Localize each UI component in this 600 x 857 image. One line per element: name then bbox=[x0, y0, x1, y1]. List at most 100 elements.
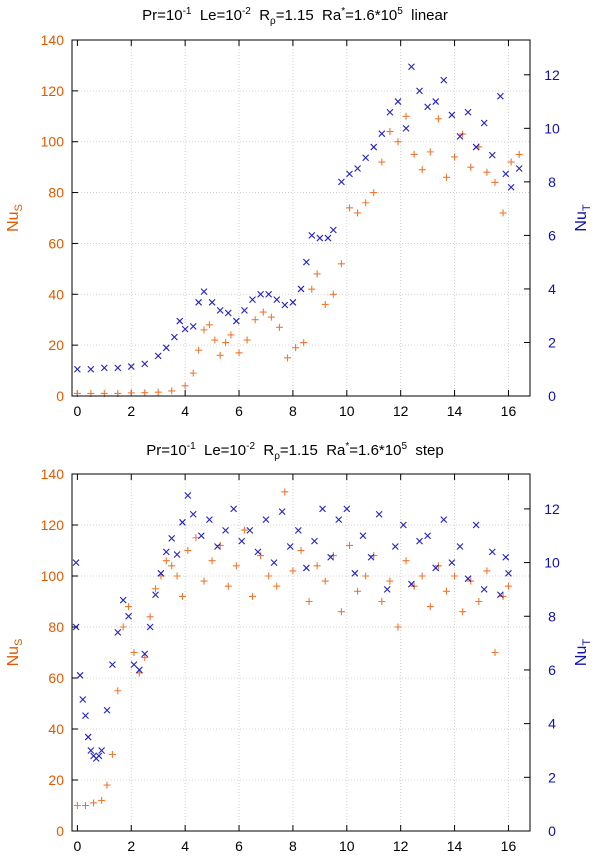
data-point-nut bbox=[432, 564, 440, 572]
data-point-nut bbox=[130, 661, 138, 668]
data-point-nut bbox=[114, 628, 122, 636]
data-point-nut bbox=[109, 661, 116, 668]
data-point-nut bbox=[72, 559, 80, 566]
data-point-nus bbox=[321, 300, 329, 308]
data-point-nus bbox=[162, 557, 170, 565]
data-point-nus bbox=[267, 313, 275, 321]
data-point-nus bbox=[418, 572, 426, 580]
data-point-nut bbox=[375, 510, 383, 518]
y-right-tick-label: 0 bbox=[548, 388, 556, 404]
data-point-nut bbox=[262, 516, 270, 524]
y-right-tick-label: 6 bbox=[548, 227, 556, 243]
data-point-nut bbox=[386, 108, 394, 116]
data-point-nut bbox=[416, 537, 423, 545]
x-tick-label: 12 bbox=[393, 838, 409, 854]
x-tick-label: 0 bbox=[73, 838, 81, 854]
data-point-nus bbox=[141, 654, 149, 662]
data-point-nus bbox=[442, 587, 450, 595]
data-point-nut bbox=[399, 521, 407, 529]
data-point-nut bbox=[170, 333, 178, 341]
plot-frame bbox=[71, 473, 531, 832]
data-point-nus bbox=[216, 541, 224, 549]
data-point-nut bbox=[176, 317, 184, 325]
data-point-nus bbox=[181, 382, 189, 390]
y-left-tick-label: 80 bbox=[48, 619, 64, 635]
data-point-nus bbox=[300, 339, 308, 347]
data-point-nus bbox=[195, 346, 203, 354]
data-point-nut bbox=[87, 747, 95, 754]
data-point-nut bbox=[73, 365, 81, 373]
data-point-nus bbox=[467, 163, 475, 171]
data-point-nut bbox=[208, 298, 216, 306]
y-right-axis-label: NuT bbox=[573, 639, 593, 666]
data-point-nut bbox=[224, 309, 232, 317]
data-point-nut bbox=[432, 98, 440, 105]
data-point-nut bbox=[502, 553, 510, 561]
data-point-nus bbox=[345, 541, 353, 549]
data-point-nut bbox=[338, 178, 345, 186]
data-point-nut bbox=[464, 108, 472, 116]
y-left-tick-label: 60 bbox=[48, 235, 64, 251]
plot-frame bbox=[71, 39, 531, 397]
data-point-nus bbox=[119, 623, 127, 631]
y-left-tick-label: 40 bbox=[48, 286, 64, 302]
data-point-nus bbox=[103, 781, 111, 789]
data-point-nut bbox=[135, 666, 143, 674]
data-point-nut bbox=[197, 532, 205, 540]
bottom-chart: Pr=10-1 Le=10-2 Rρ=1.15 Ra*=1.6*105 step… bbox=[5, 441, 593, 854]
data-point-nus bbox=[362, 199, 370, 207]
data-point-nus bbox=[73, 802, 81, 809]
data-point-nus bbox=[394, 138, 402, 146]
data-point-nut bbox=[206, 516, 213, 524]
data-point-nut bbox=[416, 87, 423, 95]
series-nus bbox=[73, 112, 523, 397]
data-point-nut bbox=[472, 143, 480, 151]
data-point-nus bbox=[418, 166, 426, 174]
data-point-nut bbox=[311, 537, 318, 545]
data-point-nut bbox=[100, 364, 108, 372]
x-tick-label: 4 bbox=[181, 403, 189, 419]
y-right-tick-label: 10 bbox=[544, 555, 560, 571]
chart-title: Pr=10-1 Le=10-2 Rρ=1.15 Ra*=1.6*105 step bbox=[146, 441, 443, 462]
data-point-nut bbox=[496, 591, 504, 599]
data-point-nus bbox=[284, 354, 292, 362]
data-point-nut bbox=[359, 532, 367, 540]
x-tick-label: 12 bbox=[393, 403, 409, 419]
data-point-nus bbox=[108, 751, 116, 758]
data-point-nut bbox=[79, 696, 87, 703]
y-left-tick-label: 40 bbox=[48, 721, 64, 737]
x-tick-label: 2 bbox=[127, 838, 135, 854]
data-point-nut bbox=[505, 569, 512, 577]
data-point-nus bbox=[168, 562, 176, 570]
data-point-nus bbox=[491, 649, 499, 656]
data-point-nut bbox=[141, 650, 149, 658]
data-point-nus bbox=[459, 608, 467, 616]
data-point-nut bbox=[488, 151, 496, 159]
data-point-nus bbox=[499, 592, 507, 600]
data-point-nus bbox=[329, 290, 337, 298]
chart-title: Pr=10-1 Le=10-2 Rρ=1.15 Ra*=1.6*105 line… bbox=[142, 6, 448, 27]
data-point-nut bbox=[402, 124, 410, 132]
y-right-tick-label: 2 bbox=[548, 334, 556, 350]
data-point-nut bbox=[257, 290, 264, 298]
data-point-nus bbox=[251, 316, 259, 324]
y-right-tick-label: 8 bbox=[548, 608, 556, 624]
data-point-nut bbox=[184, 492, 192, 499]
data-point-nus bbox=[173, 572, 181, 580]
data-point-nut bbox=[146, 623, 154, 631]
data-point-nut bbox=[302, 564, 310, 572]
y-left-tick-label: 0 bbox=[56, 388, 64, 404]
data-point-nus bbox=[189, 369, 197, 377]
data-point-nut bbox=[297, 285, 305, 293]
data-point-nus bbox=[114, 687, 122, 695]
data-point-nus bbox=[504, 582, 512, 590]
x-tick-label: 16 bbox=[501, 838, 517, 854]
data-point-nut bbox=[367, 553, 375, 561]
y-right-tick-label: 6 bbox=[548, 662, 556, 678]
data-point-nus bbox=[232, 562, 240, 570]
data-point-nut bbox=[270, 559, 278, 566]
data-point-nut bbox=[424, 103, 432, 111]
data-point-nut bbox=[157, 569, 165, 577]
y-left-tick-label: 140 bbox=[41, 466, 65, 482]
data-point-nut bbox=[351, 569, 359, 577]
